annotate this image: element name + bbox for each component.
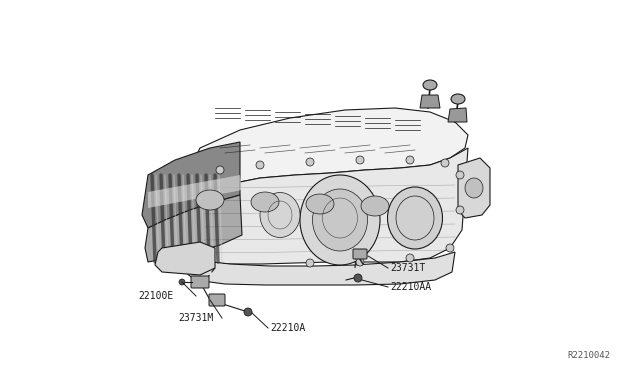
Ellipse shape xyxy=(451,94,465,104)
Circle shape xyxy=(406,156,414,164)
Ellipse shape xyxy=(251,192,279,212)
Circle shape xyxy=(306,158,314,166)
Polygon shape xyxy=(148,175,242,208)
Circle shape xyxy=(356,156,364,164)
Circle shape xyxy=(354,274,362,282)
Ellipse shape xyxy=(361,196,389,216)
Circle shape xyxy=(356,258,364,266)
Polygon shape xyxy=(155,242,215,275)
Polygon shape xyxy=(185,252,455,285)
Text: 22210A: 22210A xyxy=(270,323,305,333)
Polygon shape xyxy=(448,108,467,122)
FancyBboxPatch shape xyxy=(191,276,209,288)
Circle shape xyxy=(441,159,449,167)
Polygon shape xyxy=(458,158,490,218)
Circle shape xyxy=(446,244,454,252)
Circle shape xyxy=(406,254,414,262)
Text: 22100E: 22100E xyxy=(138,291,173,301)
Ellipse shape xyxy=(312,189,367,251)
Circle shape xyxy=(179,279,185,285)
Text: R2210042: R2210042 xyxy=(567,352,610,360)
Text: 22210AA: 22210AA xyxy=(390,282,431,292)
Text: 23731T: 23731T xyxy=(390,263,425,273)
Ellipse shape xyxy=(300,175,380,265)
Circle shape xyxy=(456,171,464,179)
Circle shape xyxy=(216,166,224,174)
Ellipse shape xyxy=(260,192,300,237)
Ellipse shape xyxy=(465,178,483,198)
FancyBboxPatch shape xyxy=(209,294,225,306)
Polygon shape xyxy=(188,148,468,264)
Circle shape xyxy=(256,161,264,169)
Ellipse shape xyxy=(196,190,224,210)
FancyBboxPatch shape xyxy=(353,249,367,259)
Ellipse shape xyxy=(423,80,437,90)
Circle shape xyxy=(456,206,464,214)
Polygon shape xyxy=(420,95,440,108)
Polygon shape xyxy=(145,195,242,262)
Circle shape xyxy=(244,308,252,316)
Polygon shape xyxy=(142,142,240,228)
Polygon shape xyxy=(188,108,468,192)
Ellipse shape xyxy=(306,194,334,214)
Ellipse shape xyxy=(387,187,442,249)
Circle shape xyxy=(306,259,314,267)
Text: 23731M: 23731M xyxy=(178,313,213,323)
